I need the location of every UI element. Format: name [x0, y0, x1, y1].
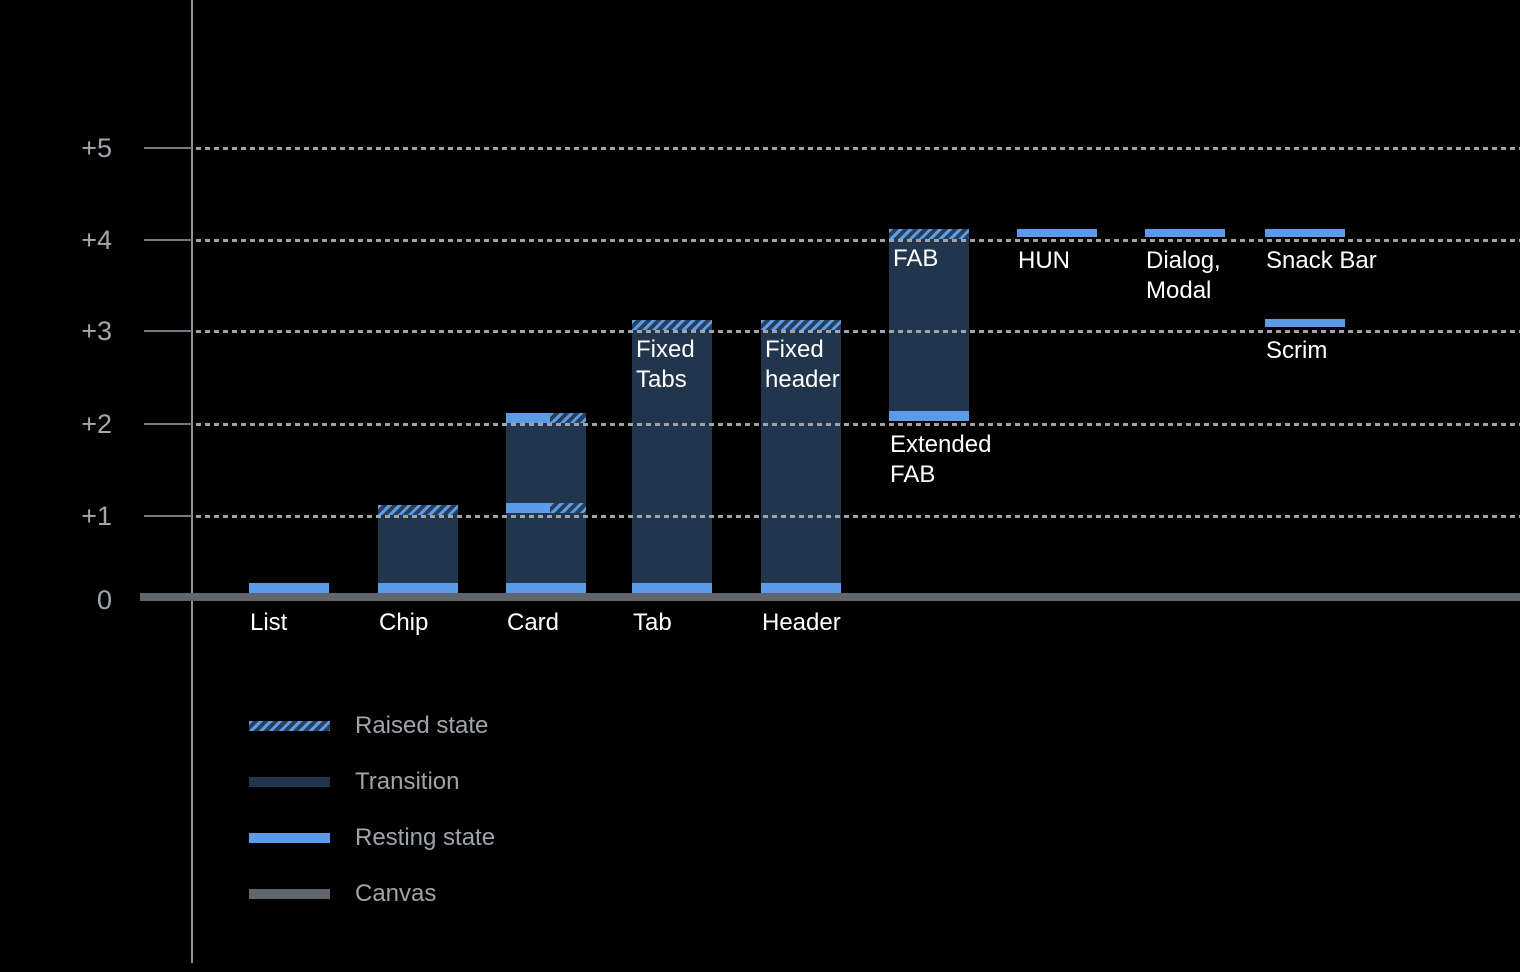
fab-raised-segment	[889, 228, 969, 239]
legend-label-transition: Transition	[355, 768, 460, 795]
legend-row-canvas: Canvas	[249, 880, 437, 907]
card-split-segment	[506, 503, 586, 514]
dialog-modal-below-label: Dialog, Modal	[1146, 247, 1221, 304]
header-raised-segment	[761, 320, 841, 330]
header-inner-label: Fixed header	[765, 336, 840, 393]
tab-transition-segment	[632, 330, 712, 583]
scrim-below-label: Scrim	[1266, 337, 1328, 364]
card-resting-segment	[506, 582, 586, 593]
canvas-baseline	[140, 593, 1520, 601]
axis-tick-1	[144, 515, 192, 517]
gridline-1	[196, 515, 1520, 518]
axis-tick-2	[144, 423, 192, 425]
legend-label-canvas: Canvas	[355, 880, 437, 907]
header-resting-segment	[761, 582, 841, 593]
hun-below-label: HUN	[1018, 247, 1070, 274]
card-resting-half	[506, 503, 550, 514]
fab-below-label: Extended FAB	[890, 431, 992, 488]
axis-tick-4	[144, 239, 192, 241]
axis-tick-5	[144, 147, 192, 149]
legend-swatch-canvas	[249, 889, 330, 899]
card-axis-label: Card	[507, 609, 560, 636]
legend-swatch-raised	[249, 721, 330, 731]
card-resting-half	[506, 412, 550, 423]
gridline-5	[196, 147, 1520, 150]
legend-swatch-resting	[249, 833, 330, 843]
card-raised-half	[550, 412, 586, 423]
tab-resting-segment	[632, 582, 712, 593]
list-resting-segment	[249, 582, 329, 593]
tab-inner-label: Fixed Tabs	[636, 336, 695, 393]
header-transition-segment	[761, 330, 841, 583]
axis-tick-3	[144, 330, 192, 332]
card-split-segment	[506, 412, 586, 423]
fab-transition-segment	[889, 239, 969, 411]
chip-transition-segment	[378, 515, 458, 583]
axis-tick-label-2: +2	[81, 409, 112, 439]
list-axis-label: List	[250, 609, 288, 636]
snack-bar-resting-segment	[1265, 228, 1345, 238]
axis-tick-label-3: +3	[81, 316, 112, 346]
scrim-resting-segment	[1265, 319, 1345, 328]
legend-row-transition: Transition	[249, 768, 460, 795]
axis-tick-label-4: +4	[81, 225, 112, 255]
card-transition-segment	[506, 513, 586, 583]
tab-raised-segment	[632, 320, 712, 330]
fab-inner-label: FAB	[893, 245, 939, 272]
snack-bar-below-label: Snack Bar	[1266, 247, 1377, 274]
legend-label-resting: Resting state	[355, 824, 496, 851]
axis-tick-label-1: +1	[81, 501, 112, 531]
card-transition-segment	[506, 423, 586, 503]
chip-raised-segment	[378, 504, 458, 515]
legend-row-resting: Resting state	[249, 824, 496, 851]
legend-row-raised: Raised state	[249, 712, 489, 739]
gridline-4	[196, 239, 1520, 242]
card-raised-half	[550, 503, 586, 514]
chip-axis-label: Chip	[379, 609, 429, 636]
legend-swatch-transition	[249, 777, 330, 787]
axis-tick-label-5: +5	[81, 133, 112, 163]
dialog-modal-resting-segment	[1145, 228, 1225, 238]
legend-label-raised: Raised state	[355, 712, 489, 739]
tab-axis-label: Tab	[633, 609, 672, 636]
hun-resting-segment	[1017, 228, 1097, 238]
chip-resting-segment	[378, 582, 458, 593]
y-axis-line	[191, 0, 193, 963]
gridline-3	[196, 330, 1520, 333]
gridline-2	[196, 423, 1520, 426]
axis-tick-label-0: 0	[96, 585, 112, 615]
fab-resting-segment	[889, 410, 969, 422]
header-axis-label: Header	[762, 609, 841, 636]
